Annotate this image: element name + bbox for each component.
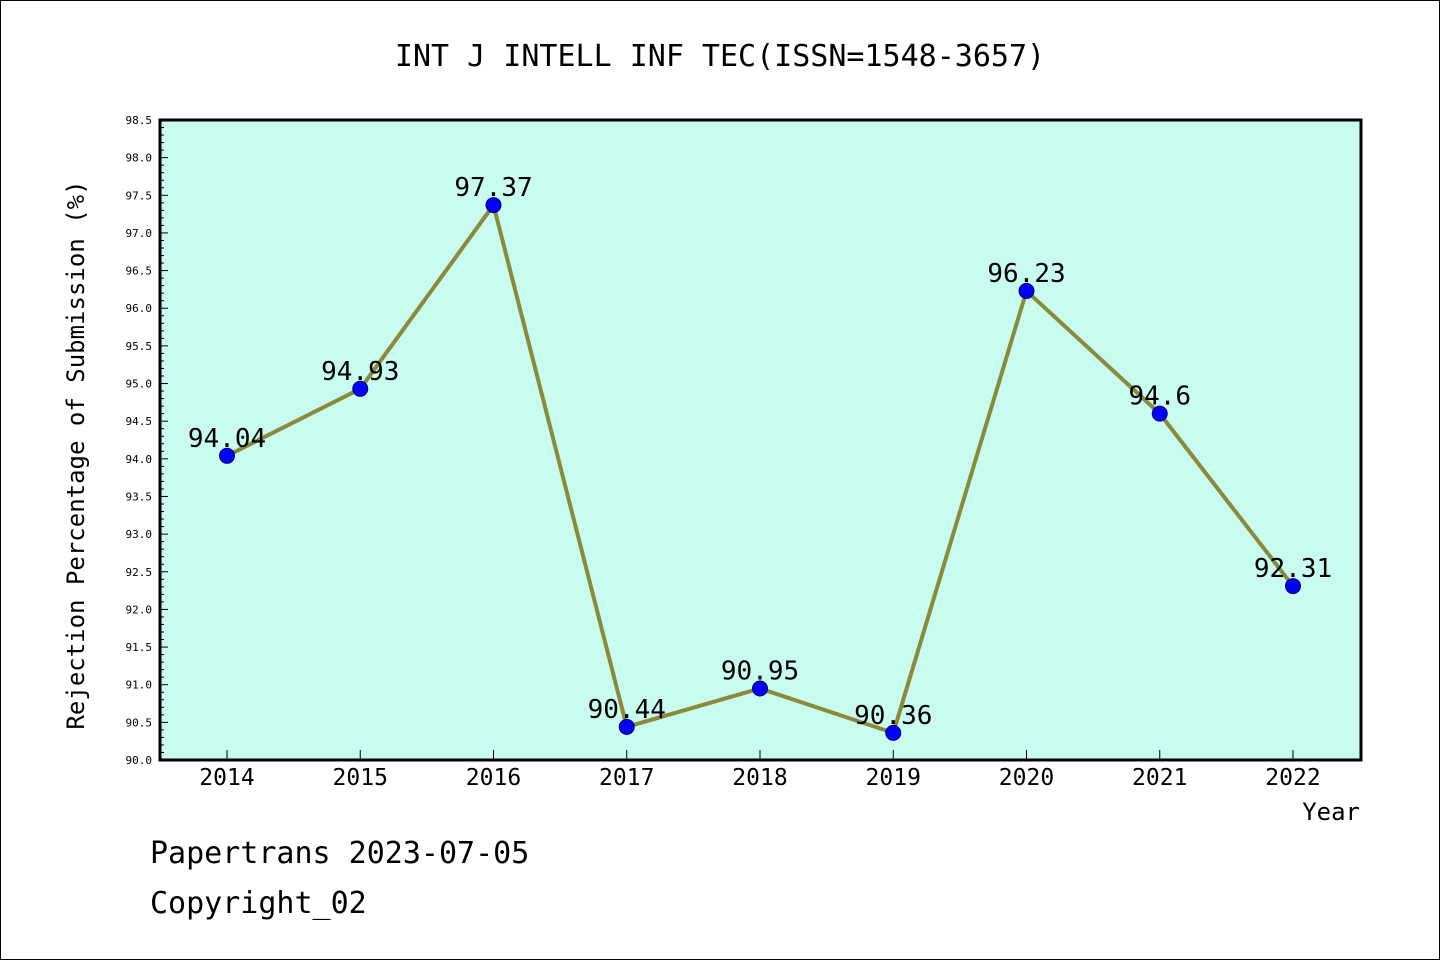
footer-date-text: Papertrans 2023-07-05 bbox=[150, 836, 530, 871]
data-label: 96.23 bbox=[987, 259, 1065, 289]
y-tick-label: 97.0 bbox=[126, 227, 153, 240]
x-tick-label: 2015 bbox=[333, 765, 388, 791]
y-axis-label: Rejection Percentage of Submission (%) bbox=[62, 180, 90, 729]
y-tick-label: 91.5 bbox=[126, 641, 153, 654]
x-tick-label: 2018 bbox=[732, 765, 787, 791]
data-label: 90.36 bbox=[854, 701, 932, 731]
x-tick-label: 2016 bbox=[466, 765, 521, 791]
data-point-marker bbox=[1018, 282, 1035, 299]
x-tick-label: 2021 bbox=[1132, 765, 1187, 791]
markers-group bbox=[219, 197, 1301, 741]
data-labels-group: 94.04 94.93 97.37 90.44 90.95 90.36 96.23 94.6 9… bbox=[188, 173, 1332, 731]
y-tick-label: 92.5 bbox=[126, 566, 153, 579]
data-label: 90.44 bbox=[588, 695, 666, 725]
x-axis-label: Year bbox=[1302, 798, 1360, 826]
y-tick-label: 95.0 bbox=[126, 378, 153, 391]
y-tick-label: 95.5 bbox=[126, 340, 153, 353]
y-tick-label: 94.5 bbox=[126, 415, 153, 428]
data-point-marker bbox=[1151, 405, 1168, 422]
data-label: 90.95 bbox=[721, 656, 799, 686]
y-tick-label: 98.5 bbox=[126, 114, 153, 127]
footer-copyright-text: Copyright_02 bbox=[150, 886, 367, 921]
x-tick-label: 2014 bbox=[199, 765, 254, 791]
y-tick-label: 96.5 bbox=[126, 265, 153, 278]
data-point-marker bbox=[885, 724, 902, 741]
x-tick-label: 2019 bbox=[866, 765, 921, 791]
x-tick-label: 2022 bbox=[1265, 765, 1320, 791]
data-point-marker bbox=[352, 380, 369, 397]
y-tick-label: 96.0 bbox=[126, 302, 153, 315]
data-point-marker bbox=[219, 447, 235, 464]
data-point-marker bbox=[485, 197, 502, 214]
y-tick-label: 98.0 bbox=[126, 152, 153, 165]
data-label: 94.04 bbox=[188, 424, 266, 454]
y-tick-label: 94.0 bbox=[126, 453, 153, 466]
y-tick-label: 92.0 bbox=[126, 603, 153, 616]
data-label: 94.6 bbox=[1128, 382, 1191, 412]
y-tick-label: 90.5 bbox=[126, 716, 153, 729]
data-label: 97.37 bbox=[454, 173, 532, 203]
y-tick-label: 93.5 bbox=[126, 490, 153, 503]
y-tick-label: 90.0 bbox=[126, 754, 153, 767]
plot-area bbox=[158, 118, 1363, 762]
y-tick-label: 97.5 bbox=[126, 189, 153, 202]
data-point-marker bbox=[618, 718, 635, 735]
data-label: 92.31 bbox=[1254, 554, 1332, 584]
x-axis-ticks: 2014 2015 2016 2017 2018 2019 2020 2021 2022 bbox=[199, 750, 1321, 791]
chart-title: INT J INTELL INF TEC(ISSN=1548-3657) bbox=[395, 39, 1045, 74]
data-label: 94.93 bbox=[321, 357, 399, 387]
y-tick-label: 93.0 bbox=[126, 528, 153, 541]
data-point-marker bbox=[752, 680, 768, 697]
x-tick-label: 2020 bbox=[999, 765, 1054, 791]
y-tick-label: 91.0 bbox=[126, 679, 153, 692]
x-tick-label: 2017 bbox=[599, 765, 654, 791]
y-axis-ticks: 90.0 90.5 91.0 91.5 92.0 92.5 93.0 93.5 94.0 94.5… bbox=[126, 114, 168, 767]
data-point-marker bbox=[1285, 578, 1301, 595]
